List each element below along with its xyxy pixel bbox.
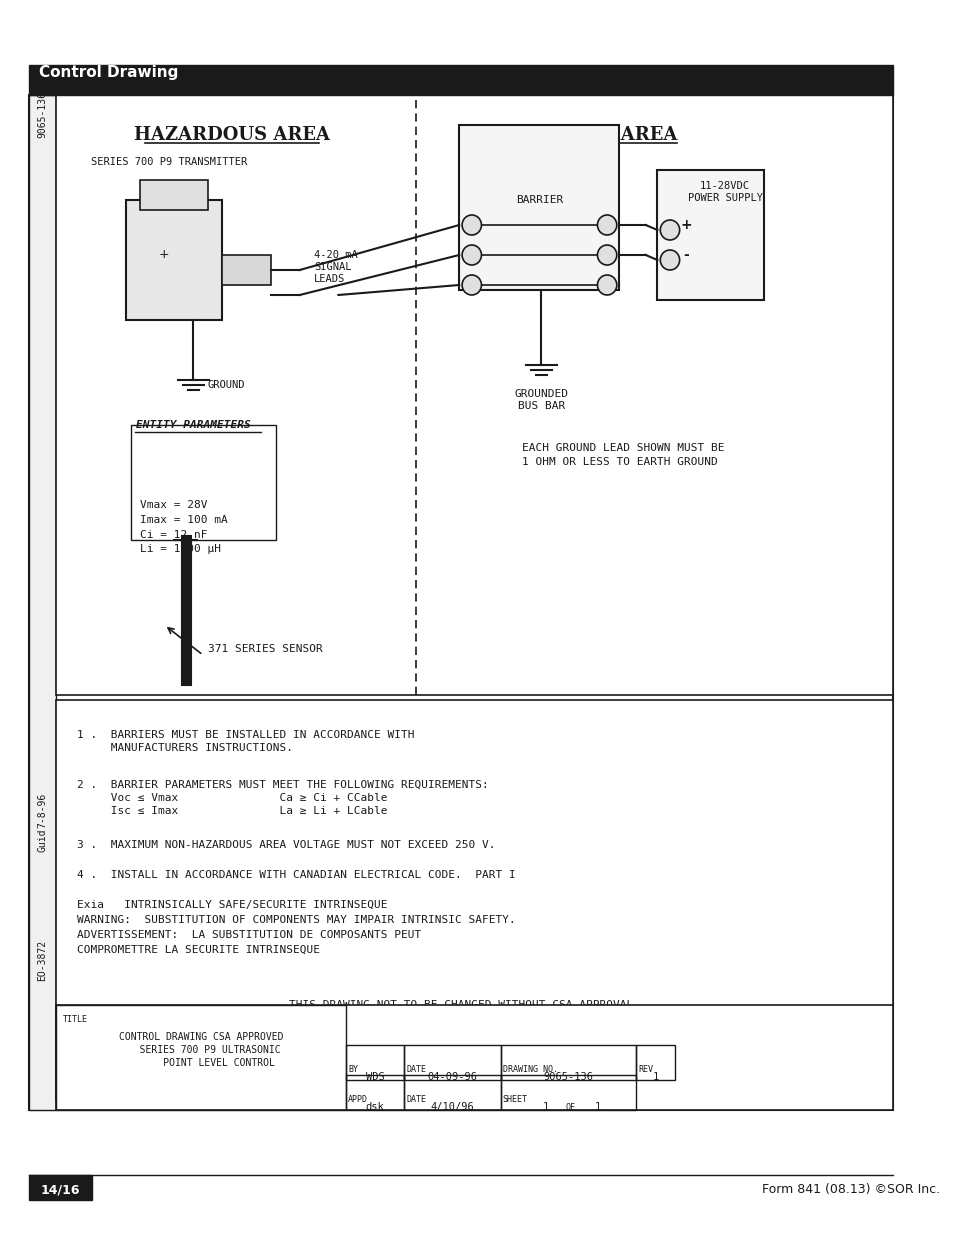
Text: 1: 1 [594, 1102, 600, 1112]
Text: COMPROMETTRE LA SECURITE INTRINSEQUE: COMPROMETTRE LA SECURITE INTRINSEQUE [77, 945, 320, 955]
Text: ENTITY PARAMETERS: ENTITY PARAMETERS [136, 420, 251, 430]
Text: CONTROL DRAWING CSA APPROVED
   SERIES 700 P9 ULTRASONIC
      POINT LEVEL CONTR: CONTROL DRAWING CSA APPROVED SERIES 700 … [119, 1031, 283, 1068]
Text: 1: 1 [542, 1102, 549, 1112]
Bar [458, 125, 618, 290]
Text: +: + [159, 248, 170, 262]
Circle shape [597, 215, 617, 235]
Text: 4-20 mA
SIGNAL
LEADS: 4-20 mA SIGNAL LEADS [314, 249, 357, 284]
Text: Guid: Guid [37, 829, 48, 852]
Text: 7-8-96: 7-8-96 [37, 793, 48, 827]
Text: 3 .  MAXIMUM NON-HAZARDOUS AREA VOLTAGE MUST NOT EXCEED 250 V.: 3 . MAXIMUM NON-HAZARDOUS AREA VOLTAGE M… [77, 840, 496, 850]
Text: 11-28VDC
POWER SUPPLY: 11-28VDC POWER SUPPLY [687, 180, 761, 204]
Text: BY: BY [348, 1065, 357, 1074]
Text: 371 SERIES SENSOR: 371 SERIES SENSOR [208, 643, 322, 655]
Bar [29, 1174, 91, 1200]
Text: +: + [679, 219, 692, 232]
Bar [657, 170, 763, 300]
Bar [404, 1074, 500, 1110]
Text: Vmax = 28V
Imax = 100 mA
Ci = 12 nF
Li = 1600 μH: Vmax = 28V Imax = 100 mA Ci = 12 nF Li =… [140, 500, 228, 555]
Bar [346, 1074, 404, 1110]
Bar [56, 1005, 892, 1110]
Text: 4 .  INSTALL IN ACCORDANCE WITH CANADIAN ELECTRICAL CODE.  PART I: 4 . INSTALL IN ACCORDANCE WITH CANADIAN … [77, 869, 516, 881]
Text: APPD: APPD [348, 1095, 368, 1104]
Bar [404, 1045, 500, 1079]
Text: Exia   INTRINSICALLY SAFE/SECURITE INTRINSEQUE: Exia INTRINSICALLY SAFE/SECURITE INTRINS… [77, 900, 388, 910]
Text: 04-09-96: 04-09-96 [427, 1072, 476, 1082]
Text: SERIES 700 P9 TRANSMITTER: SERIES 700 P9 TRANSMITTER [91, 157, 247, 167]
Circle shape [597, 275, 617, 295]
Text: DRAWING NO.: DRAWING NO. [502, 1065, 558, 1074]
Bar [56, 700, 892, 1100]
Bar [140, 180, 208, 210]
Bar [500, 1074, 636, 1110]
Text: Form 841 (08.13) ©SOR Inc.: Form 841 (08.13) ©SOR Inc. [760, 1183, 939, 1197]
Text: DATE: DATE [406, 1065, 426, 1074]
Text: dsk: dsk [365, 1102, 384, 1112]
Circle shape [597, 245, 617, 266]
Bar [29, 95, 892, 1110]
Circle shape [461, 275, 481, 295]
Text: HAZARDOUS AREA: HAZARDOUS AREA [133, 126, 330, 144]
Text: EO-3872: EO-3872 [37, 940, 48, 981]
Text: 1: 1 [652, 1072, 658, 1082]
Bar [29, 65, 892, 95]
Bar [56, 95, 892, 695]
Text: WDS: WDS [365, 1072, 384, 1082]
Text: Control Drawing: Control Drawing [39, 65, 178, 80]
Text: TITLE: TITLE [63, 1015, 88, 1024]
Text: 1 .  BARRIERS MUST BE INSTALLED IN ACCORDANCE WITH
     MANUFACTURERS INSTRUCTIO: 1 . BARRIERS MUST BE INSTALLED IN ACCORD… [77, 730, 415, 753]
Text: BARRIER: BARRIER [516, 195, 562, 205]
Bar [500, 1045, 636, 1079]
Text: 9065-136: 9065-136 [543, 1072, 593, 1082]
Text: THIS DRAWING NOT TO BE CHANGED WITHOUT CSA APPROVAL.: THIS DRAWING NOT TO BE CHANGED WITHOUT C… [288, 1000, 639, 1010]
Text: -: - [682, 248, 689, 262]
Bar [126, 200, 222, 320]
Text: DATE: DATE [406, 1095, 426, 1104]
Circle shape [461, 245, 481, 266]
Text: OF: OF [565, 1103, 575, 1112]
Text: SAFE AREA: SAFE AREA [560, 126, 677, 144]
Text: 14/16: 14/16 [40, 1183, 80, 1197]
Bar [131, 425, 275, 540]
Bar [29, 95, 56, 1110]
Bar [56, 1005, 346, 1110]
Text: 9065-136: 9065-136 [37, 91, 48, 138]
Bar [346, 1045, 404, 1079]
Circle shape [659, 220, 679, 240]
Bar [636, 1045, 674, 1079]
Text: EACH GROUND LEAD SHOWN MUST BE
1 OHM OR LESS TO EARTH GROUND: EACH GROUND LEAD SHOWN MUST BE 1 OHM OR … [521, 443, 723, 467]
Text: REV: REV [638, 1065, 653, 1074]
Circle shape [461, 215, 481, 235]
Bar [222, 254, 271, 285]
Text: WARNING:  SUBSTITUTION OF COMPONENTS MAY IMPAIR INTRINSIC SAFETY.: WARNING: SUBSTITUTION OF COMPONENTS MAY … [77, 915, 516, 925]
Text: 4/10/96: 4/10/96 [430, 1102, 474, 1112]
Text: GROUND: GROUND [208, 380, 245, 390]
Text: 2 .  BARRIER PARAMETERS MUST MEET THE FOLLOWING REQUIREMENTS:
     Voc ≤ Vmax   : 2 . BARRIER PARAMETERS MUST MEET THE FOL… [77, 781, 489, 816]
Text: ADVERTISSEMENT:  LA SUBSTITUTION DE COMPOSANTS PEUT: ADVERTISSEMENT: LA SUBSTITUTION DE COMPO… [77, 930, 421, 940]
Circle shape [659, 249, 679, 270]
Text: GROUNDED
BUS BAR: GROUNDED BUS BAR [514, 389, 568, 411]
Text: SHEET: SHEET [502, 1095, 527, 1104]
